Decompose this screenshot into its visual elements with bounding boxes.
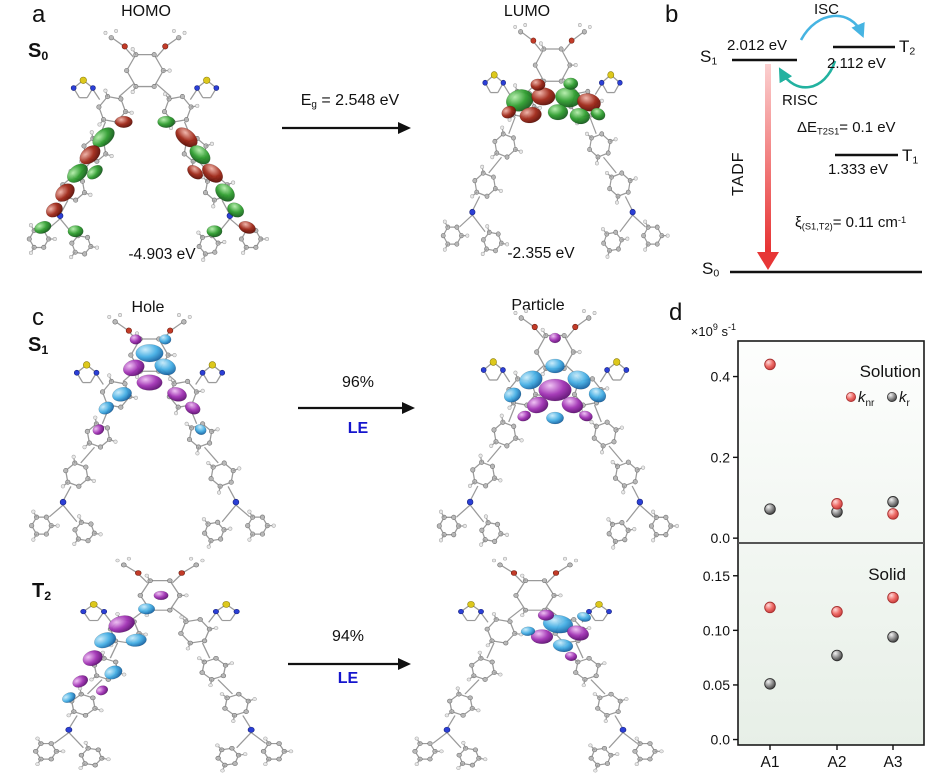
chart-data-points: 0.0 0.2 0.4 0.0 0.05 0.10 0.15 A1 A2 A3 [703,358,903,771]
s1-energy: 2.012 eV [727,37,788,54]
panel-b-label: b [665,1,679,28]
isc-arrow [799,14,865,41]
t2-label: T2 [899,37,916,58]
homo-energy: -4.903 eV [128,246,196,263]
s1-transition-arrow [298,402,415,414]
svg-text:0.0: 0.0 [711,530,731,546]
s1-transition-percent: 96% [341,374,375,391]
t2-row-label: T2 [32,580,52,604]
ground-state-label: S0 [28,40,49,64]
legend-knr-marker [845,392,856,403]
t2-transition-arrow [288,658,411,670]
t1-label: T1 [902,146,919,167]
s1-hole-molecule [29,312,276,549]
isc-label: ISC [814,1,840,18]
lumo-title: LUMO [503,3,551,20]
svg-text:0.05: 0.05 [703,677,730,693]
s1-le-label: LE [347,420,369,437]
risc-label: RISC [782,92,818,109]
bandgap-arrow [282,122,411,134]
solid-panel-title: Solid [868,565,906,584]
lumo-energy: -2.355 eV [507,245,575,262]
s0-label: S0 [702,259,720,280]
panel-c-label: c [32,304,44,331]
svg-text:A1: A1 [761,754,780,771]
t2-transition-percent: 94% [331,628,365,645]
soc-value: ξ(S1,T2)= 0.11 cm-1 [795,214,907,232]
legend-knr-label: knr [858,389,875,409]
tadf-arrow [765,64,771,254]
t2-le-label: LE [337,670,359,687]
t2-particle-molecule [412,556,664,773]
tadf-arrowhead [757,252,779,270]
svg-text:0.4: 0.4 [711,369,731,385]
risc-arrow [778,60,837,89]
s1-row-label: S1 [28,334,49,358]
svg-text:A3: A3 [884,754,903,771]
delta-e-t2s1: ΔET2S1= 0.1 eV [797,119,896,137]
legend-kr-marker [886,392,897,403]
t1-energy: 1.333 eV [828,161,889,178]
lumo-orbital-molecule [440,22,670,259]
homo-title: HOMO [121,3,171,20]
t2-energy: 2.112 eV [827,55,886,72]
solution-panel-title: Solution [860,362,921,381]
s1-particle-molecule [436,308,680,550]
svg-text:0.15: 0.15 [703,568,730,584]
legend-kr-label: kr [899,389,911,409]
tadf-label: TADF [730,151,747,196]
svg-text:0.10: 0.10 [703,622,730,638]
svg-text:0.2: 0.2 [711,449,731,465]
svg-text:A2: A2 [828,754,847,771]
svg-text:0.0: 0.0 [711,732,731,748]
homo-orbital-molecule [26,28,270,262]
hole-title: Hole [131,299,165,316]
rate-constants-chart: ×109 s-1 Solution knr kr Solid 0.0 0.2 0.4… [691,322,925,771]
s1-label: S1 [700,47,718,68]
bandgap-label: Eg = 2.548 eV [300,92,400,111]
panel-d-label: d [669,299,683,326]
y-axis-unit: ×109 s-1 [691,322,736,339]
panel-a-label: a [32,1,46,28]
energy-level-diagram [730,14,922,274]
t2-hole-molecule [33,556,294,773]
